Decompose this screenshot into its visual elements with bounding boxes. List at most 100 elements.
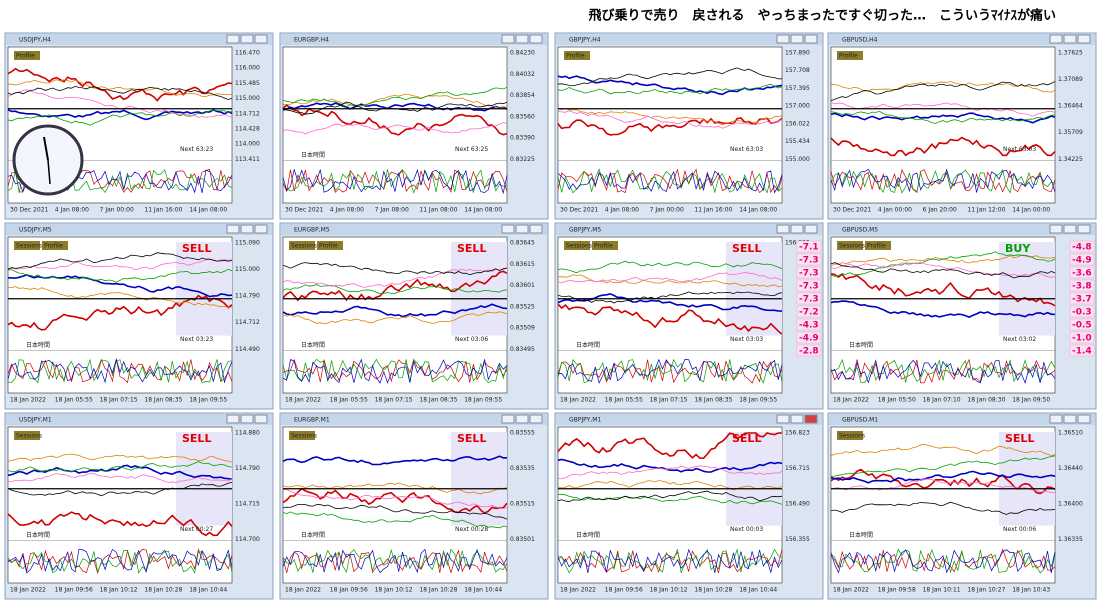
indicator-line (282, 504, 508, 520)
window-button[interactable] (529, 414, 543, 424)
oscillator-line (282, 168, 508, 195)
signal-label: SELL (1005, 432, 1034, 445)
indicator-line (830, 110, 1056, 124)
indicator-line (557, 479, 783, 491)
window-button[interactable] (529, 34, 543, 44)
window-button[interactable] (804, 34, 818, 44)
tag-box (14, 431, 40, 440)
indicator-line (7, 286, 233, 309)
window-button[interactable] (226, 224, 240, 234)
time-label: 18 Jan 10:12 (100, 587, 138, 594)
time-label: 11 Jan 16:00 (694, 207, 732, 214)
indicator-line (830, 501, 1056, 515)
window-button[interactable] (515, 34, 529, 44)
window-button[interactable] (1077, 224, 1091, 234)
indicator-line (282, 487, 508, 515)
side-value: -0.3 (1072, 308, 1092, 318)
side-box (1069, 305, 1095, 318)
window-button[interactable] (1077, 34, 1091, 44)
indicator-line (282, 102, 508, 112)
window-button[interactable] (226, 34, 240, 44)
tag-box (289, 241, 315, 250)
indicator-line (282, 311, 508, 325)
indicator-line (557, 458, 783, 473)
window-button[interactable] (240, 414, 254, 424)
window-button[interactable] (1063, 224, 1077, 234)
window-button[interactable] (776, 414, 790, 424)
tag-box (14, 51, 40, 60)
chart-window: EURGBP,M5 0.83645 0.83615 0.83601 0.83525 0.8… (279, 222, 549, 410)
window-button[interactable] (790, 414, 804, 424)
indicator-line (830, 455, 1056, 477)
signal-label: SELL (732, 432, 761, 445)
window-button[interactable] (790, 34, 804, 44)
price-label: 1.36440 (1058, 465, 1083, 472)
price-label: 1.37625 (1058, 50, 1083, 57)
price-label: 1.36464 (1058, 103, 1083, 110)
jp-time-label: 日本時間 (849, 531, 873, 539)
window-button[interactable] (240, 34, 254, 44)
window-button[interactable] (501, 34, 515, 44)
countdown: Next 63:03 (1003, 146, 1036, 153)
indicator-line (557, 292, 783, 312)
window-button[interactable] (515, 414, 529, 424)
side-box (796, 240, 822, 253)
window-button[interactable] (501, 414, 515, 424)
side-box (796, 344, 822, 357)
price-label: 114.490 (235, 346, 260, 353)
indicator-line (282, 104, 508, 136)
window-title: EURGBP,H4 (294, 37, 329, 44)
window-button[interactable] (776, 34, 790, 44)
side-box (1069, 253, 1095, 266)
jp-time-label: 日本時間 (301, 151, 325, 159)
window-button[interactable] (1049, 224, 1063, 234)
window-button[interactable] (804, 414, 818, 424)
window-button[interactable] (529, 224, 543, 234)
oscillator-line (282, 358, 508, 383)
price-label: 115.090 (235, 240, 260, 247)
time-label: 4 Jan 08:00 (55, 207, 89, 214)
price-label: 114.000 (235, 141, 260, 148)
indicator-line (830, 262, 1056, 279)
window-button[interactable] (254, 414, 268, 424)
price-label: 1.35709 (1058, 129, 1083, 136)
window-button[interactable] (501, 224, 515, 234)
window-button[interactable] (1049, 34, 1063, 44)
indicator-line (7, 481, 233, 497)
price-label: 0.83535 (510, 465, 535, 472)
window-button[interactable] (804, 224, 818, 234)
time-label: 18 Jan 09:50 (1012, 397, 1050, 404)
price-label: 115.485 (235, 80, 260, 87)
oscillator-line (557, 359, 783, 384)
window-button[interactable] (240, 224, 254, 234)
session-box (726, 242, 782, 336)
countdown: Next 03:03 (730, 336, 763, 343)
side-box (1069, 279, 1095, 292)
chart-window: GBPUSD,M1 1.36510 1.36440 1.36400 1.36335 18 … (827, 412, 1097, 600)
window-button[interactable] (1063, 34, 1077, 44)
countdown: Next 03:23 (180, 336, 213, 343)
tag-label: Sessions (16, 243, 42, 250)
window-button[interactable] (515, 224, 529, 234)
chart-window: GBPJPY,H4 157.890 157.708 157.395 157.000 156… (554, 32, 824, 220)
price-label: 116.470 (235, 50, 260, 57)
time-label: 18 Jan 08:30 (967, 397, 1005, 404)
price-label: 1.37089 (1058, 76, 1083, 83)
window-button[interactable] (776, 224, 790, 234)
window-button[interactable] (254, 34, 268, 44)
window-button[interactable] (1049, 414, 1063, 424)
side-box (1069, 344, 1095, 357)
indicator-line (557, 432, 782, 460)
side-value: -7.2 (799, 308, 819, 318)
indicator-line (7, 85, 233, 100)
window-button[interactable] (254, 224, 268, 234)
oscillator-line (282, 548, 508, 574)
tag-label: Profile (566, 53, 585, 60)
window-button[interactable] (1077, 414, 1091, 424)
oscillator-line (282, 358, 508, 384)
window-button[interactable] (226, 414, 240, 424)
window-button[interactable] (790, 224, 804, 234)
window-button[interactable] (1063, 414, 1077, 424)
